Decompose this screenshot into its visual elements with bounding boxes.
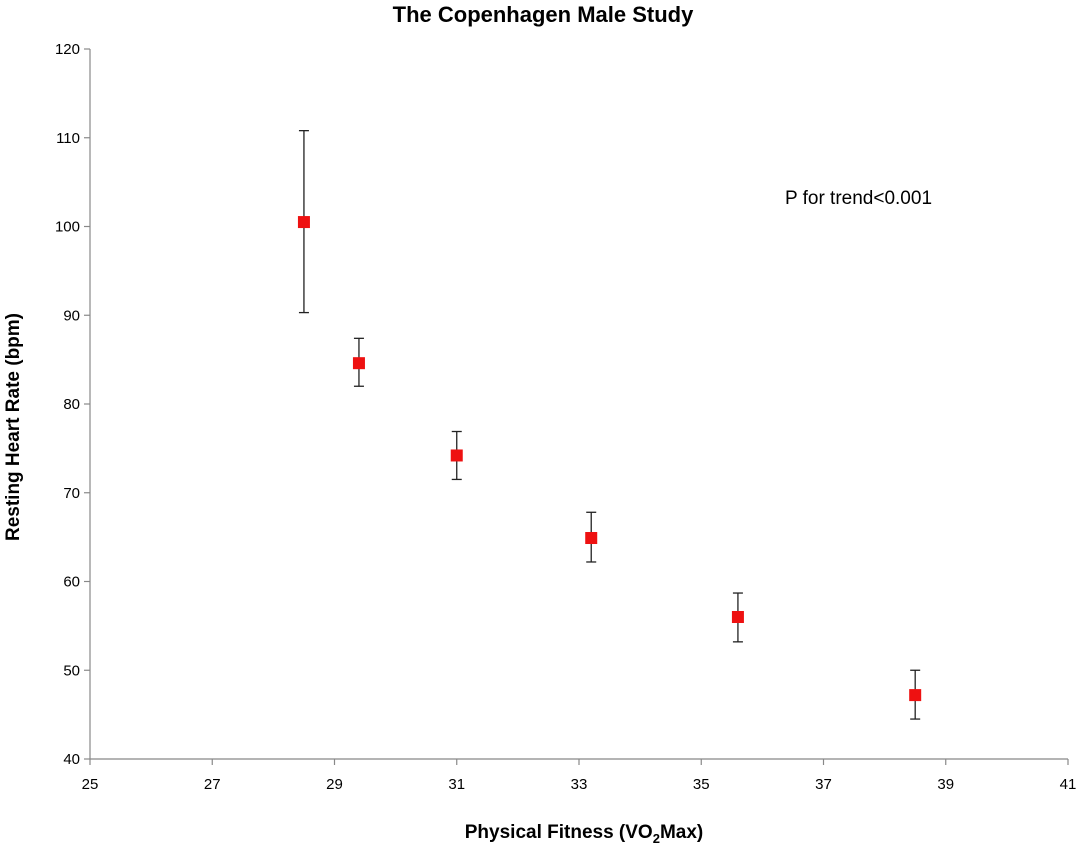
point-marker [352, 357, 365, 370]
y-axis-label: Resting Heart Rate (bpm) [3, 313, 24, 541]
x-tick-label: 35 [693, 776, 710, 793]
data-point [297, 129, 310, 314]
data-point [731, 592, 744, 643]
x-axis-label: Physical Fitness (VO2Max) [465, 822, 704, 845]
data-points [297, 129, 922, 720]
point-marker [585, 532, 598, 545]
x-tick-label: 31 [448, 776, 465, 793]
point-marker [297, 216, 310, 229]
x-axis-label-subscript: 2 [653, 831, 660, 845]
x-tick-label: 33 [571, 776, 588, 793]
y-tick-label: 90 [63, 307, 80, 324]
x-tick-label: 41 [1060, 776, 1077, 793]
x-axis-label-tail: Max) [660, 822, 703, 843]
y-tick-label: 110 [56, 130, 80, 147]
y-tick-label: 120 [55, 41, 80, 58]
y-tick-label: 100 [55, 219, 80, 236]
trend-annotation: P for trend<0.001 [785, 188, 932, 209]
point-marker [909, 689, 922, 702]
y-tick-label: 40 [63, 751, 80, 768]
x-axis-label-main: Physical Fitness (VO [465, 822, 653, 843]
y-tick-label: 50 [63, 662, 80, 679]
y-tick-label: 60 [63, 574, 80, 591]
x-tick-label: 29 [326, 776, 343, 793]
data-point [352, 337, 365, 387]
data-point [909, 669, 922, 720]
data-point [450, 430, 463, 481]
y-tick-label: 80 [63, 396, 80, 413]
point-marker [731, 611, 744, 623]
axes: 40 50 60 70 80 90 100 110 120 25 27 29 31 33 35 37 39 41 [55, 41, 1076, 793]
x-tick-label: 37 [815, 776, 832, 793]
chart-title: The Copenhagen Male Study [393, 2, 694, 27]
x-tick-label: 25 [82, 776, 99, 793]
y-tick-label: 70 [63, 485, 80, 502]
x-tick-label: 39 [937, 776, 954, 793]
point-marker [450, 449, 463, 462]
x-tick-label: 27 [204, 776, 221, 793]
data-point [585, 511, 598, 563]
